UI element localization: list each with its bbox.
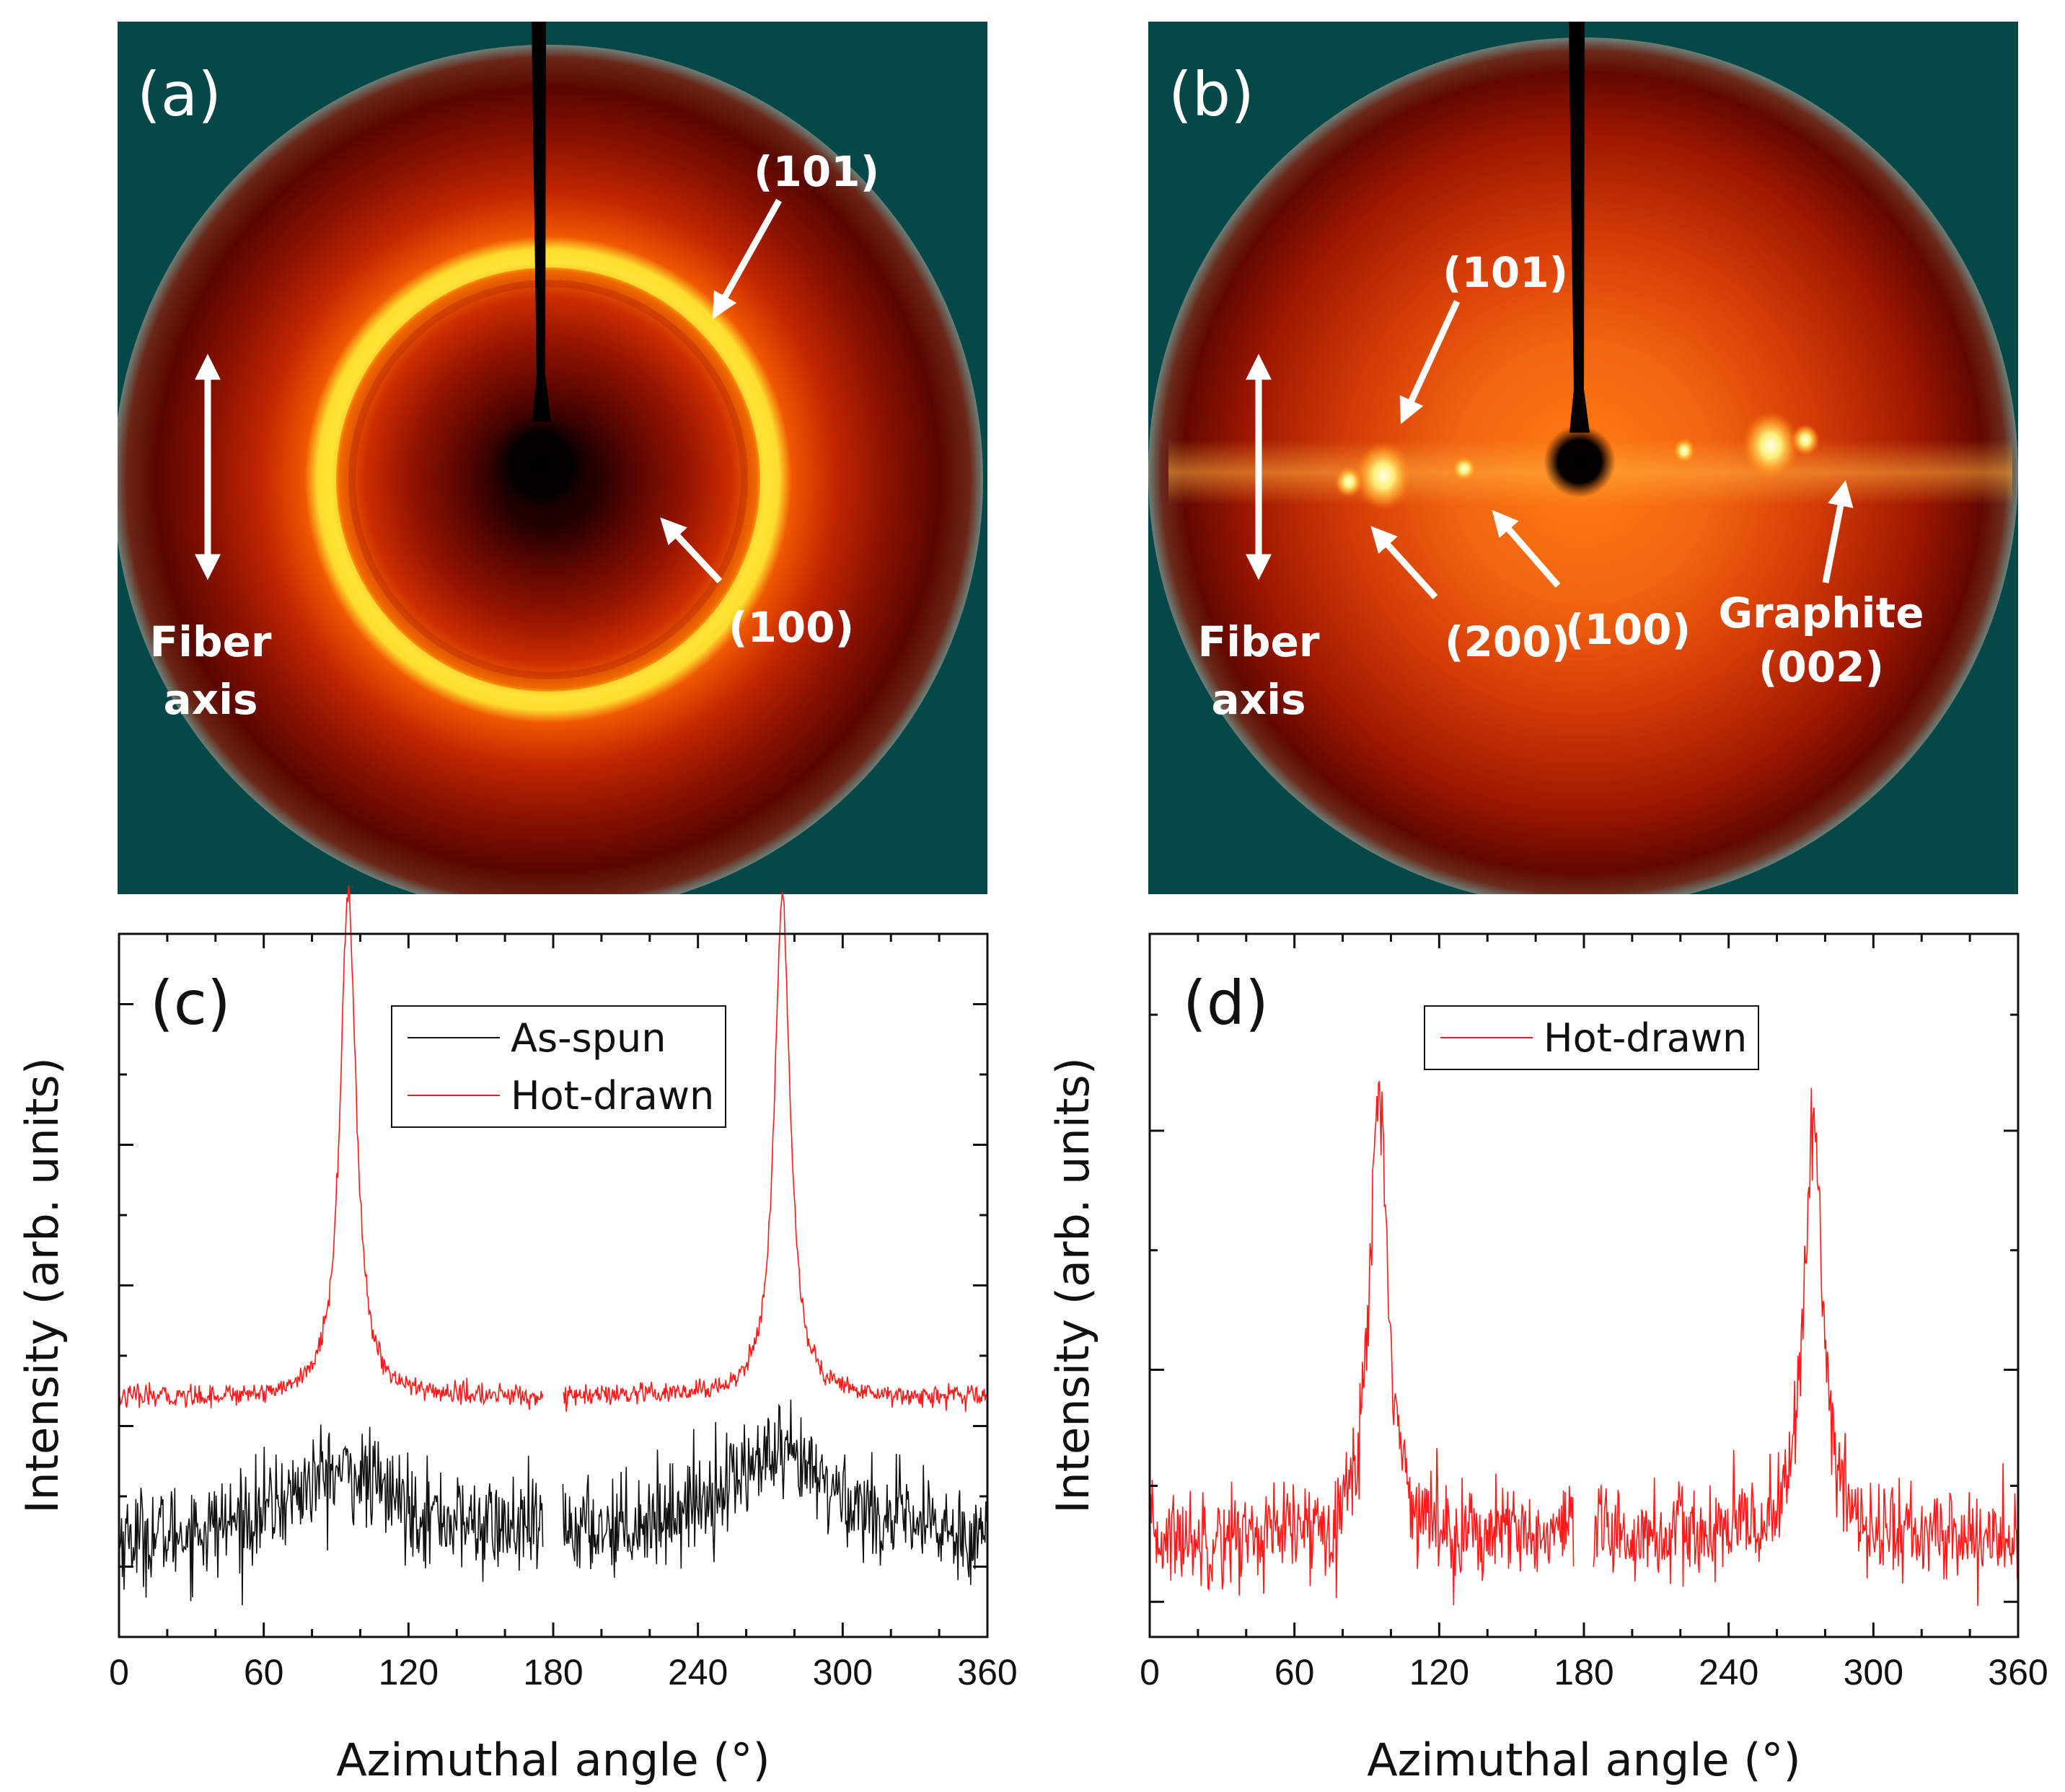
chart-letter: (d) bbox=[1183, 968, 1269, 1038]
panel-a-axis-label: axis bbox=[164, 675, 258, 724]
series-line-hot-drawn bbox=[1149, 1080, 2018, 1607]
legend: As-spun Hot-drawn bbox=[391, 1005, 726, 1128]
legend: Hot-drawn bbox=[1424, 1005, 1759, 1070]
x-tick-label: 180 bbox=[1554, 1652, 1613, 1692]
chart-letter: (c) bbox=[150, 968, 231, 1038]
panel-b-spot-graphite-right bbox=[1791, 424, 1820, 456]
panel-a-label-101: (101) bbox=[754, 147, 879, 196]
x-tick-label: 120 bbox=[379, 1652, 439, 1692]
panel-b-spot-graphite-left bbox=[1334, 466, 1363, 498]
panel-b: (b) (101) (200) (100) Graphite (002) Fib… bbox=[1148, 22, 2018, 894]
panel-b-beam-stop bbox=[1544, 425, 1616, 498]
panel-a-letter: (a) bbox=[137, 59, 221, 130]
panel-b-label-graphite-002: (002) bbox=[1758, 643, 1884, 692]
x-tick-label: 300 bbox=[813, 1652, 873, 1692]
panel-b-arrow-graphite bbox=[1822, 480, 1854, 583]
panel-b-arrow-100 bbox=[1492, 510, 1561, 588]
x-tick-label: 120 bbox=[1409, 1652, 1469, 1692]
chart-c: 0 60 120 180 240 300 360 Azimuthal angle (°) Int… bbox=[16, 885, 1018, 1786]
panel-a-inner-ring bbox=[348, 280, 748, 679]
panel-b-label-100: (100) bbox=[1565, 605, 1691, 654]
panel-a-label-100: (100) bbox=[728, 603, 854, 652]
x-axis-title: Azimuthal angle (°) bbox=[1367, 1734, 1801, 1786]
panel-a-beam-stop bbox=[489, 413, 593, 517]
legend-entry: Hot-drawn bbox=[1544, 1015, 1747, 1061]
panel-b-label-101: (101) bbox=[1443, 248, 1568, 297]
x-tick-label: 240 bbox=[668, 1652, 728, 1692]
x-tick-label: 360 bbox=[957, 1652, 1017, 1692]
x-tick-label: 300 bbox=[1844, 1652, 1903, 1692]
panel-b-beam-stop-holder bbox=[1569, 22, 1590, 433]
panel-b-axis-label: axis bbox=[1212, 675, 1306, 724]
panel-b-fiber-label: Fiber bbox=[1198, 617, 1320, 666]
panel-a-beam-stop-holder bbox=[532, 22, 551, 422]
panel-b-spot-100-right bbox=[1673, 438, 1696, 464]
panel-b-spot-200-left bbox=[1355, 441, 1412, 511]
panel-b-label-200: (200) bbox=[1445, 617, 1570, 666]
panel-a-arrow-101 bbox=[712, 198, 782, 319]
panel-b-label-graphite: Graphite bbox=[1718, 588, 1924, 637]
x-axis-title: Azimuthal angle (°) bbox=[336, 1734, 770, 1786]
legend-entry: Hot-drawn bbox=[511, 1073, 714, 1118]
x-tick-label: 0 bbox=[1140, 1652, 1160, 1692]
x-tick-label: 240 bbox=[1699, 1652, 1758, 1692]
panel-b-spot-100-left bbox=[1451, 456, 1477, 482]
legend-entry: As-spun bbox=[511, 1015, 666, 1061]
panel-b-letter: (b) bbox=[1168, 59, 1254, 130]
panel-b-arrow-200 bbox=[1370, 526, 1438, 600]
panel-a-ring-101 bbox=[327, 259, 769, 700]
y-axis-title: Intensity (arb. units) bbox=[1047, 1057, 1099, 1514]
panel-b-spot-200-right bbox=[1742, 411, 1800, 480]
x-tick-label: 60 bbox=[244, 1652, 284, 1692]
y-axis-title: Intensity (arb. units) bbox=[16, 1057, 69, 1514]
series-line-hot-drawn bbox=[118, 885, 987, 1412]
panel-b-arrow-101 bbox=[1399, 300, 1461, 425]
chart-d: 0 60 120 180 240 300 360 Azimuthal angle (°) Int… bbox=[1047, 932, 2048, 1786]
panel-a-fiber-label: Fiber bbox=[150, 617, 272, 666]
panel-a: (a) (101) (100) Fiber axis bbox=[118, 22, 987, 894]
legend-box bbox=[391, 1005, 726, 1128]
panel-a-arrow-100 bbox=[660, 517, 723, 584]
x-tick-label: 60 bbox=[1274, 1652, 1315, 1692]
x-tick-label: 180 bbox=[523, 1652, 583, 1692]
series-line-as-spun bbox=[118, 1399, 987, 1606]
x-tick-label: 0 bbox=[109, 1652, 129, 1692]
x-tick-label: 360 bbox=[1988, 1652, 2048, 1692]
